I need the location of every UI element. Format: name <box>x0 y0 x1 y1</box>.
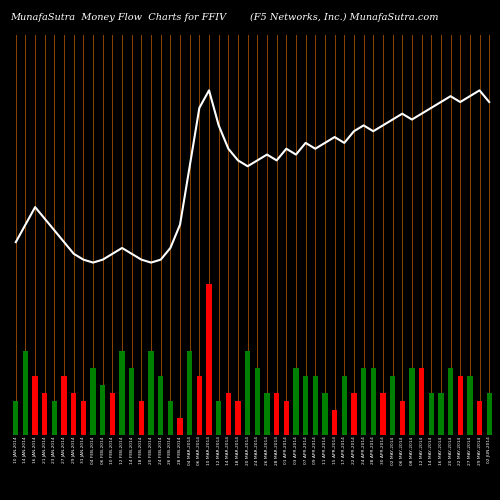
Bar <box>23 351 28 435</box>
Bar <box>303 376 308 435</box>
Bar <box>458 376 463 435</box>
Bar <box>100 384 105 435</box>
Bar <box>42 393 48 435</box>
Bar <box>254 368 260 435</box>
Text: (F5 Networks, Inc.) MunafaSutra.com: (F5 Networks, Inc.) MunafaSutra.com <box>250 12 438 22</box>
Bar <box>410 368 414 435</box>
Bar <box>342 376 347 435</box>
Bar <box>322 393 328 435</box>
Bar <box>148 351 154 435</box>
Bar <box>419 368 424 435</box>
Bar <box>129 368 134 435</box>
Bar <box>274 393 280 435</box>
Bar <box>158 376 164 435</box>
Bar <box>467 376 472 435</box>
Bar <box>284 402 289 435</box>
Bar <box>352 393 356 435</box>
Bar <box>226 393 231 435</box>
Bar <box>81 402 86 435</box>
Bar <box>294 368 298 435</box>
Bar <box>90 368 96 435</box>
Bar <box>370 368 376 435</box>
Bar <box>178 418 182 435</box>
Bar <box>438 393 444 435</box>
Bar <box>206 284 212 435</box>
Bar <box>380 393 386 435</box>
Bar <box>361 368 366 435</box>
Bar <box>428 393 434 435</box>
Bar <box>32 376 38 435</box>
Bar <box>486 393 492 435</box>
Bar <box>196 376 202 435</box>
Bar <box>312 376 318 435</box>
Bar <box>168 402 173 435</box>
Bar <box>264 393 270 435</box>
Bar <box>13 402 18 435</box>
Bar <box>332 410 338 435</box>
Bar <box>448 368 453 435</box>
Bar <box>52 402 57 435</box>
Bar <box>216 402 222 435</box>
Bar <box>400 402 405 435</box>
Bar <box>187 351 192 435</box>
Bar <box>390 376 395 435</box>
Bar <box>138 402 144 435</box>
Bar <box>236 402 240 435</box>
Bar <box>110 393 115 435</box>
Bar <box>120 351 124 435</box>
Bar <box>477 402 482 435</box>
Bar <box>245 351 250 435</box>
Bar <box>62 376 67 435</box>
Text: MunafaSutra  Money Flow  Charts for FFIV: MunafaSutra Money Flow Charts for FFIV <box>10 12 226 22</box>
Bar <box>71 393 76 435</box>
